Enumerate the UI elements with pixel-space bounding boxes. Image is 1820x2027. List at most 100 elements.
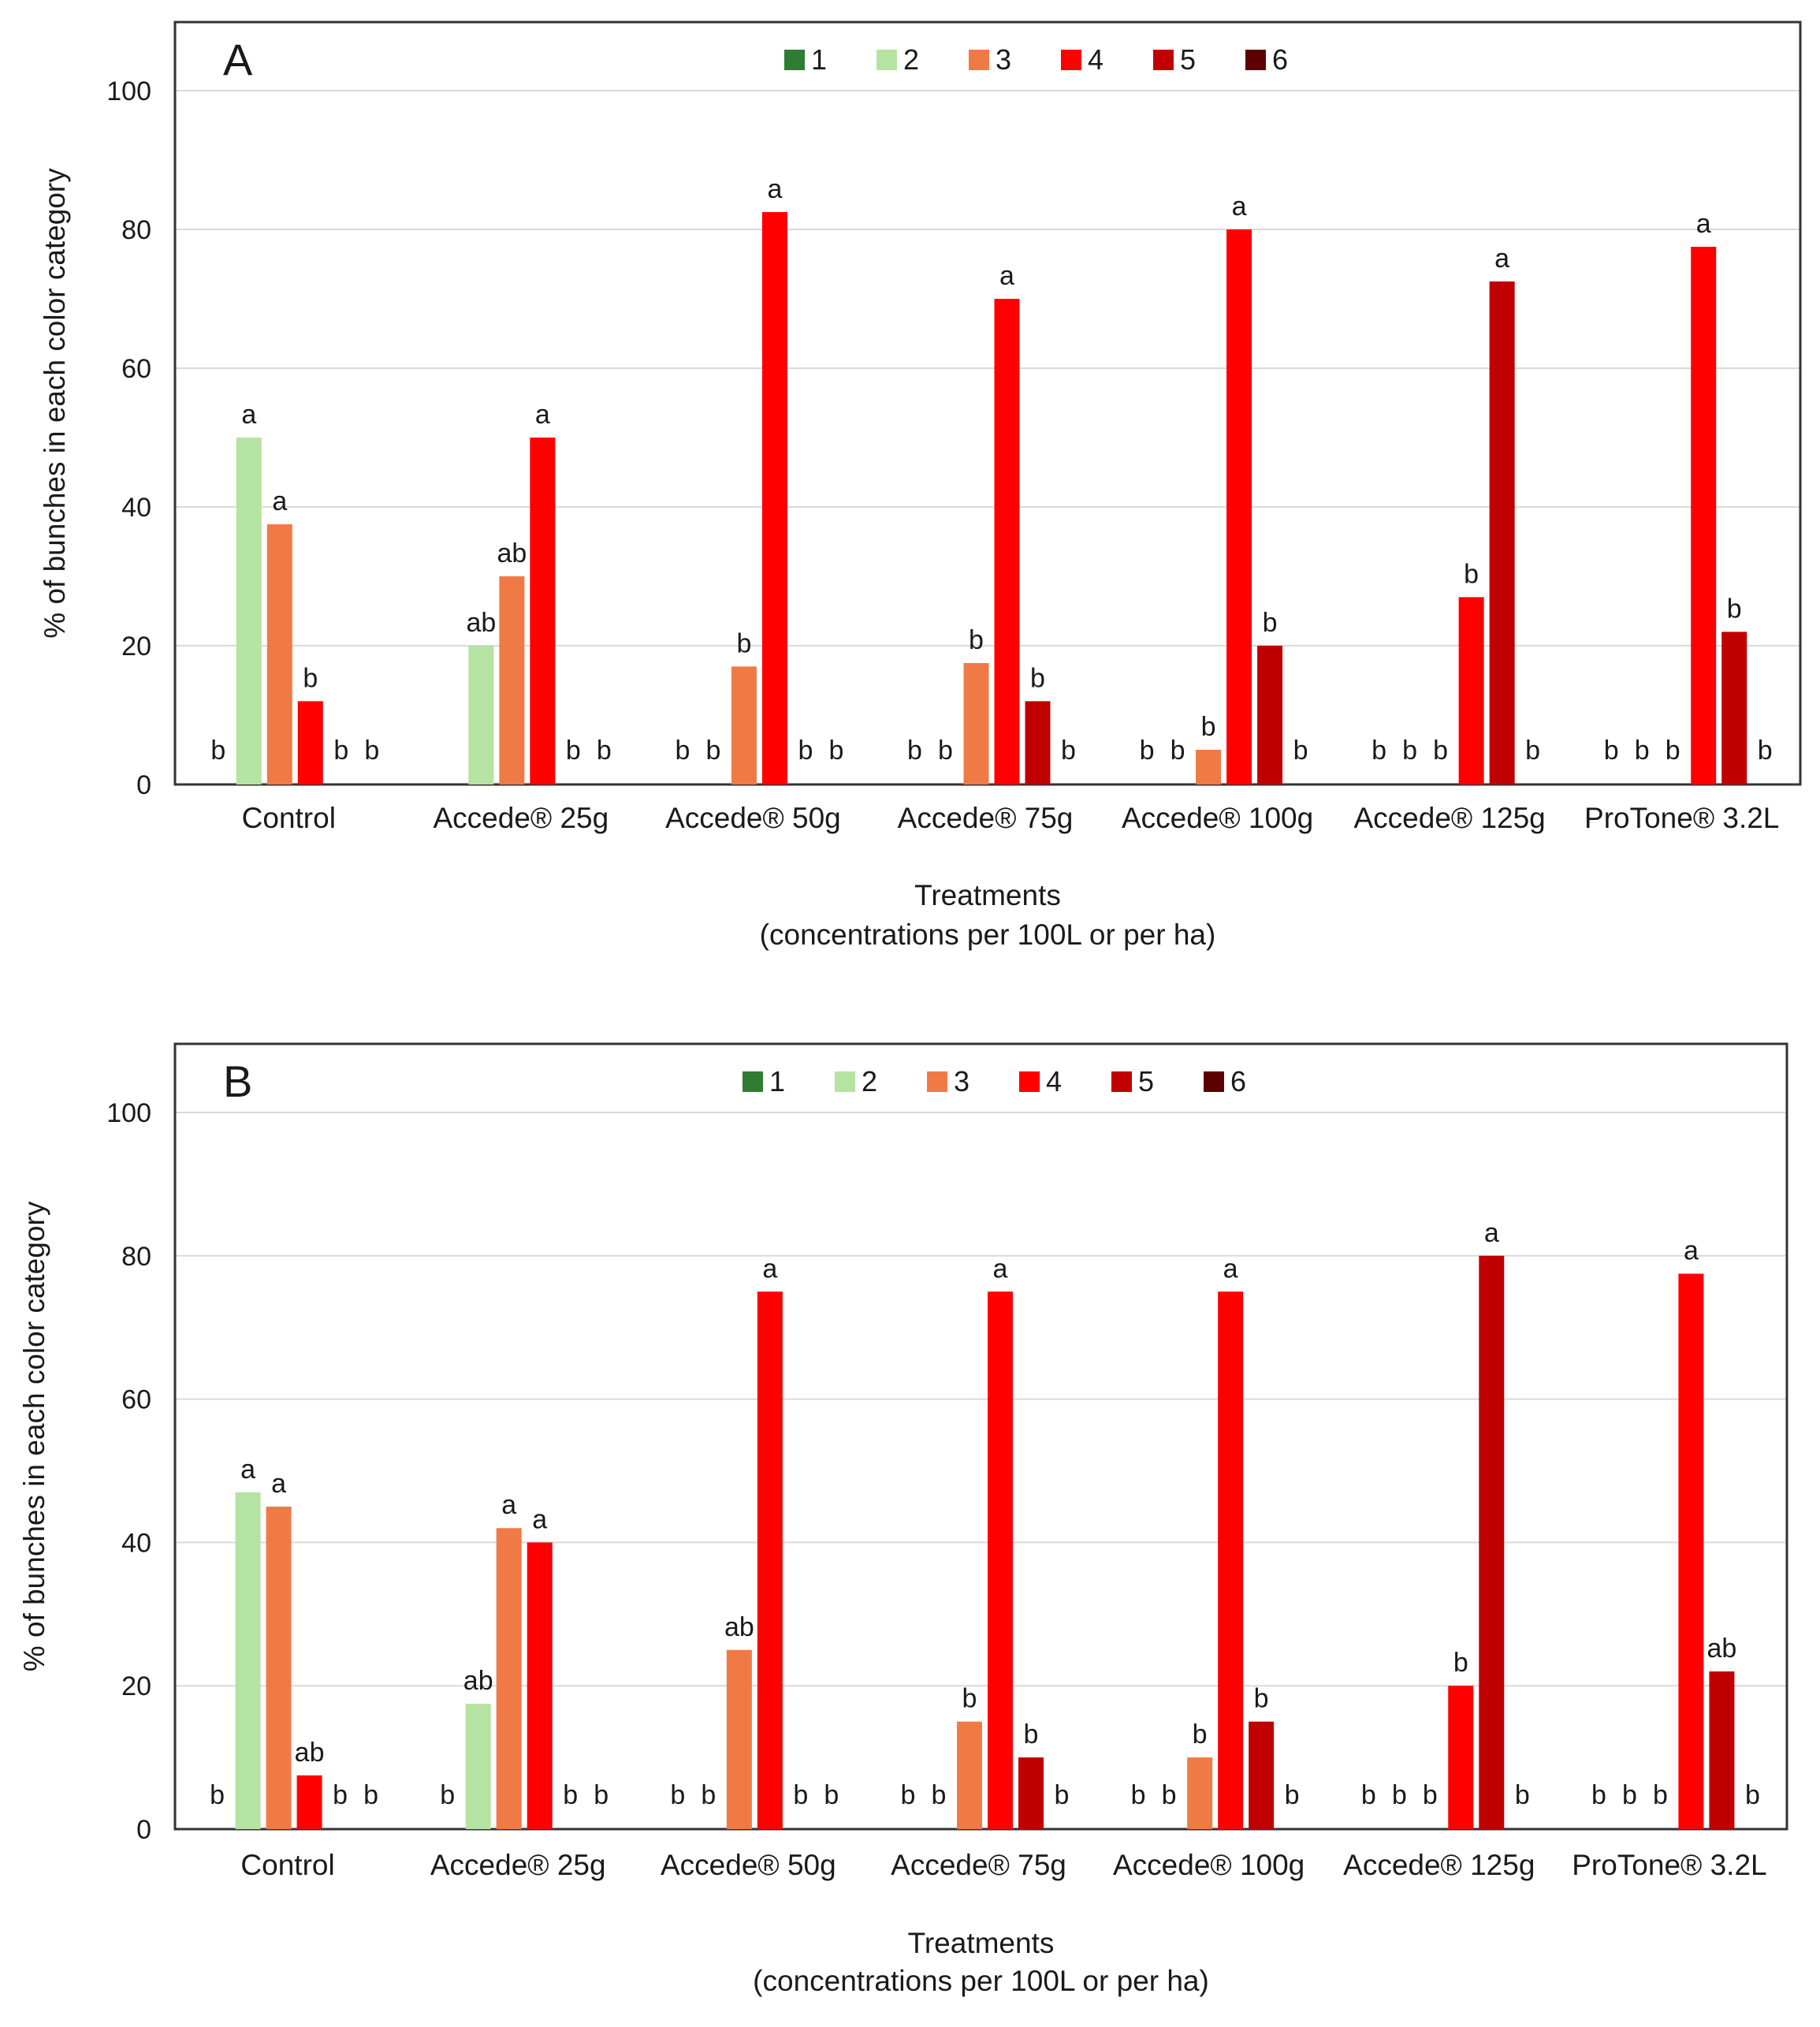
- significance-label: a: [271, 1469, 286, 1499]
- significance-label: b: [566, 736, 581, 766]
- significance-label: b: [1254, 1684, 1269, 1714]
- legend-swatch: [835, 1071, 855, 1092]
- bar: [1678, 1273, 1704, 1829]
- bar: [1025, 701, 1051, 784]
- significance-label: b: [210, 1780, 225, 1810]
- y-tick-label: 80: [121, 215, 151, 245]
- significance-label: ab: [1707, 1634, 1737, 1664]
- significance-label: a: [762, 1254, 777, 1284]
- significance-label: b: [1745, 1780, 1760, 1810]
- legend-swatch: [969, 50, 989, 70]
- y-tick-label: 80: [121, 1242, 151, 1272]
- significance-label: b: [1372, 736, 1386, 766]
- significance-label: b: [1263, 608, 1278, 638]
- panel-letter: B: [223, 1056, 252, 1106]
- significance-label: b: [1055, 1780, 1070, 1810]
- y-tick-label: 100: [106, 1098, 151, 1128]
- significance-label: a: [999, 261, 1014, 291]
- legend-label: 2: [862, 1065, 877, 1097]
- bar: [266, 524, 292, 784]
- bar: [1709, 1671, 1735, 1829]
- significance-label: b: [1423, 1780, 1438, 1810]
- legend-swatch: [927, 1071, 947, 1092]
- x-axis-title: Treatments: [914, 879, 1061, 911]
- significance-label: a: [532, 1504, 547, 1534]
- y-tick-label: 60: [121, 354, 151, 384]
- significance-label: ab: [466, 608, 496, 638]
- y-tick-label: 20: [121, 1671, 151, 1701]
- bar: [296, 1775, 322, 1829]
- legend-label: 4: [1046, 1065, 1062, 1097]
- x-category-label: Accede® 25g: [434, 802, 609, 834]
- x-category-label: Accede® 100g: [1113, 1849, 1305, 1881]
- significance-label: b: [675, 736, 690, 766]
- legend-swatch: [1245, 50, 1266, 70]
- legend-label: 1: [811, 43, 827, 76]
- significance-label: a: [1696, 209, 1711, 239]
- x-axis-subtitle: (concentrations per 100L or per ha): [760, 918, 1216, 951]
- significance-label: b: [1162, 1780, 1177, 1810]
- significance-label: b: [1293, 736, 1308, 766]
- bar: [1489, 281, 1515, 784]
- significance-label: b: [1361, 1780, 1376, 1810]
- significance-label: b: [1201, 712, 1216, 742]
- significance-label: b: [1171, 736, 1185, 766]
- significance-label: b: [1515, 1780, 1530, 1810]
- significance-label: b: [1140, 736, 1155, 766]
- significance-label: b: [907, 736, 922, 766]
- significance-label: b: [1024, 1720, 1039, 1749]
- significance-label: a: [240, 1455, 255, 1485]
- y-axis-title: % of bunches in each color category: [39, 168, 71, 639]
- significance-label: b: [901, 1780, 916, 1810]
- legend-label: 3: [954, 1065, 970, 1097]
- significance-label: b: [597, 736, 612, 766]
- bar: [1691, 247, 1717, 784]
- x-category-label: ProTone® 3.2L: [1572, 1849, 1766, 1881]
- y-tick-label: 40: [121, 493, 151, 523]
- x-axis-title: Treatments: [908, 1927, 1055, 1959]
- significance-label: b: [563, 1780, 578, 1810]
- significance-label: a: [1494, 244, 1509, 274]
- legend-swatch: [877, 50, 897, 70]
- significance-label: b: [1392, 1780, 1407, 1810]
- significance-label: b: [1453, 1648, 1468, 1678]
- significance-label: b: [1666, 736, 1680, 766]
- y-tick-label: 0: [136, 1815, 151, 1845]
- bar: [235, 1492, 261, 1829]
- legend-label: 1: [769, 1065, 785, 1097]
- significance-label: ab: [463, 1666, 493, 1696]
- significance-label: b: [1758, 736, 1773, 766]
- significance-label: b: [798, 736, 813, 766]
- bar: [1721, 632, 1747, 784]
- bar: [726, 1649, 752, 1829]
- bar: [236, 438, 262, 784]
- legend-label: 5: [1180, 43, 1196, 76]
- bar: [1226, 229, 1252, 784]
- significance-label: b: [824, 1780, 839, 1810]
- significance-label: b: [210, 736, 225, 766]
- x-category-label: Accede® 75g: [898, 802, 1074, 834]
- significance-label: a: [501, 1490, 516, 1520]
- x-category-label: ProTone® 3.2L: [1584, 802, 1779, 834]
- x-category-label: Accede® 125g: [1343, 1849, 1535, 1881]
- legend-label: 3: [996, 43, 1011, 76]
- significance-label: b: [793, 1780, 808, 1810]
- significance-label: b: [364, 736, 379, 766]
- significance-label: b: [701, 1780, 716, 1810]
- bar: [1257, 646, 1283, 784]
- bar: [757, 1291, 783, 1829]
- significance-label: a: [535, 400, 550, 430]
- x-category-label: Control: [242, 802, 336, 834]
- significance-label: b: [333, 1780, 348, 1810]
- significance-label: b: [1061, 736, 1076, 766]
- legend-swatch: [1153, 50, 1174, 70]
